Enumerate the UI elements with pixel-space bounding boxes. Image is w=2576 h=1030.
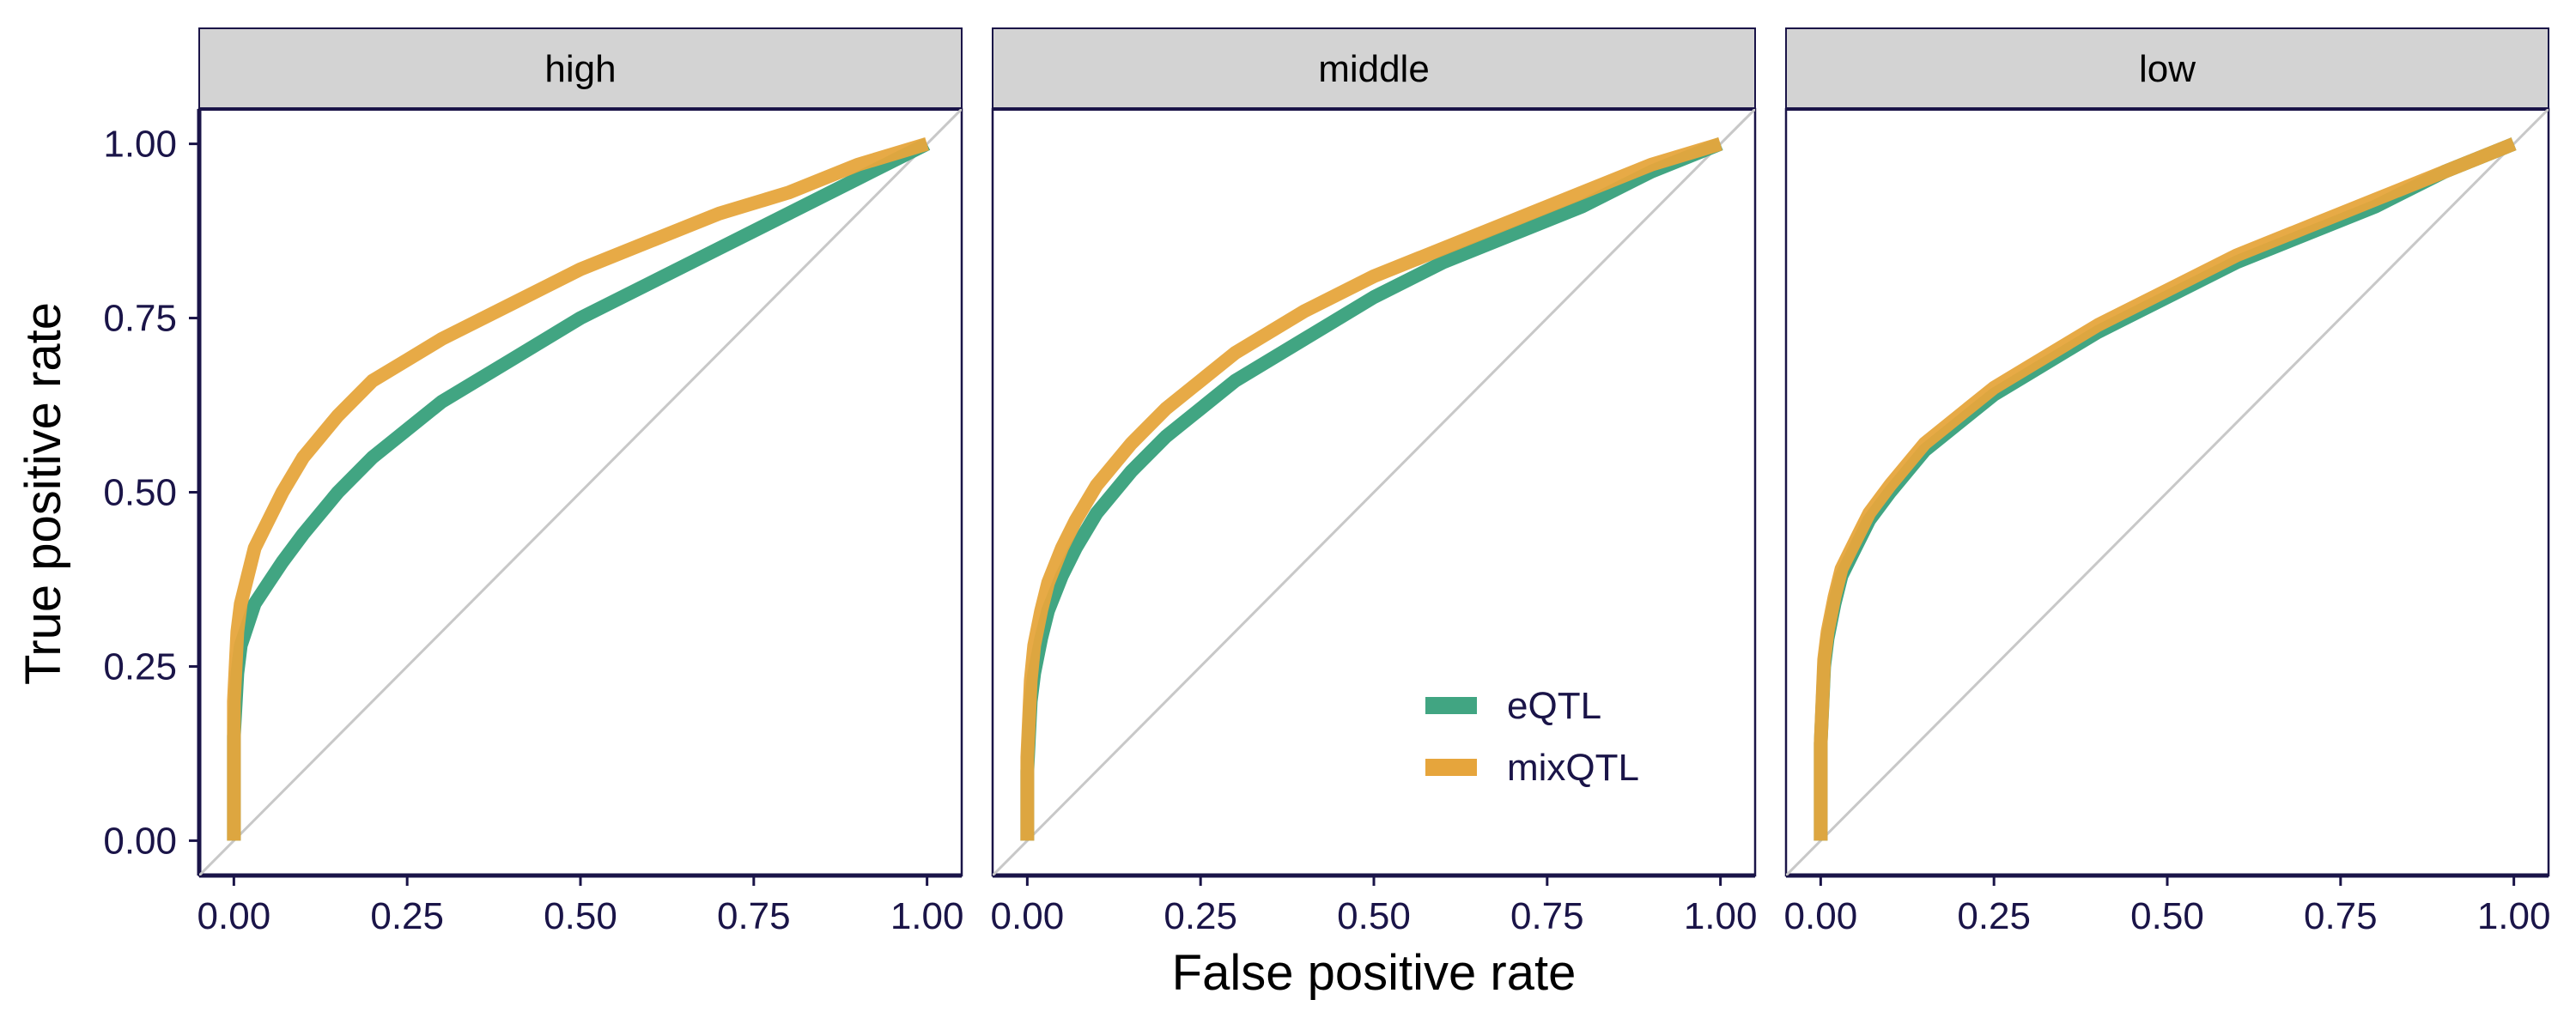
legend-label-eQTL: eQTL [1507,685,1601,727]
x-tick-label: 1.00 [890,895,964,937]
y-tick-label: 0.25 [103,645,177,688]
y-tick-label: 1.00 [103,124,177,166]
x-axis-title: False positive rate [1172,945,1577,1001]
x-tick-label: 1.00 [1684,895,1758,937]
strip-middle [992,27,1756,110]
y-tick-label: 0.00 [103,820,177,862]
y-axis: 0.00 0.25 0.50 0.75 1.00 [103,124,199,862]
y-tick-label: 0.50 [103,472,177,514]
x-tick-label: 0.75 [2304,895,2378,937]
y-tick-label: 0.75 [103,298,177,340]
x-tick-label: 0.50 [2130,895,2204,937]
x-tick-label: 0.25 [1957,895,2031,937]
strip-label-middle: middle [1318,48,1430,90]
x-tick-label: 0.25 [370,895,444,937]
strip-high [198,27,963,110]
x-tick-label: 0.75 [717,895,791,937]
reference-diagonal [1786,109,2549,876]
x-tick-label: 0.00 [991,895,1065,937]
x-tick-label: 0.00 [197,895,271,937]
x-tick-label: 0.00 [1784,895,1858,937]
legend: eQTL mixQTL [1425,685,1639,789]
legend-label-mixQTL: mixQTL [1507,747,1639,789]
series-mixQTL-high [227,136,929,841]
x-tick-label: 0.25 [1163,895,1237,937]
series-mixQTL-middle [1020,136,1722,841]
strip-low [1785,27,2549,110]
panel-middle: middle 0.00 0.25 0.50 0.75 1.00 [991,27,1758,937]
x-tick-label: 0.50 [544,895,617,937]
panels: high 0.00 0.25 0.50 0.75 1.00 middle 0.00 0.25 0.… [197,27,2551,937]
panel-low: low 0.00 0.25 0.50 0.75 1.00 [1784,27,2551,937]
reference-diagonal [993,109,1755,876]
series-mixQTL-low [1814,137,2517,841]
x-tick-label: 1.00 [2477,895,2551,937]
x-tick-label: 0.75 [1510,895,1584,937]
reference-diagonal [199,109,962,876]
strip-label-low: low [2139,48,2196,90]
y-axis-title: True positive rate [15,302,71,685]
panel-high: high 0.00 0.25 0.50 0.75 1.00 [197,27,964,937]
strip-label-high: high [544,48,616,90]
x-tick-label: 0.50 [1337,895,1411,937]
